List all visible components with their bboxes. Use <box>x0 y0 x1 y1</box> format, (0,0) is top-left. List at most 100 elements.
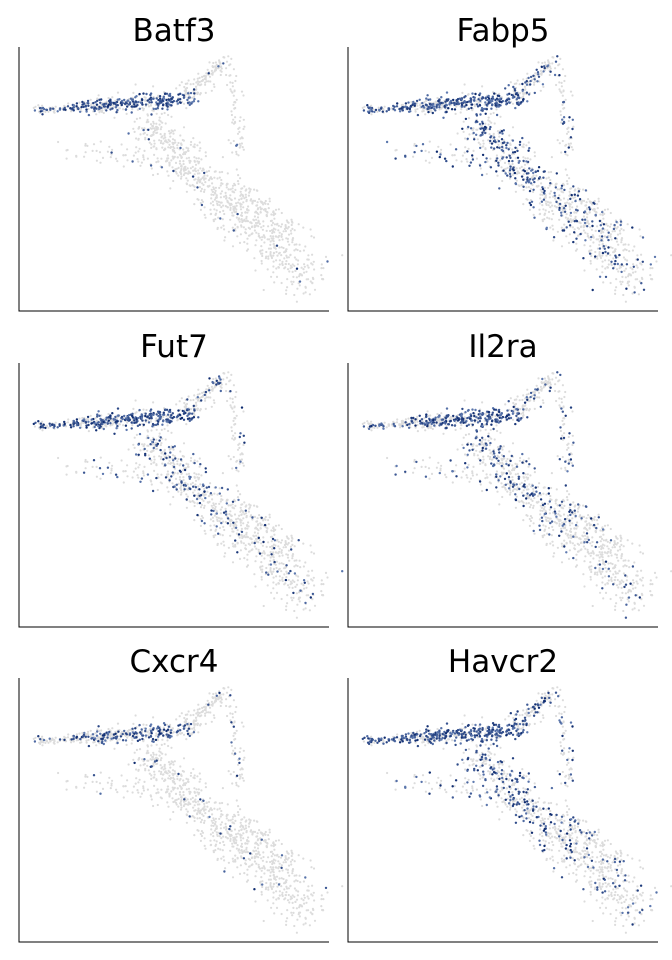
cell-point-expressed <box>302 579 306 582</box>
cell-point-expressed <box>239 460 242 463</box>
cell-point-expressed <box>48 422 51 425</box>
cell-point <box>413 142 416 146</box>
cell-point-expressed <box>196 513 199 517</box>
cell-point <box>264 210 267 213</box>
cell-point <box>261 252 264 255</box>
cell-point <box>182 478 185 482</box>
cell-point <box>481 85 484 88</box>
cell-point <box>592 241 595 244</box>
cell-point <box>272 235 275 238</box>
cell-point <box>135 462 138 465</box>
cell-point <box>574 217 577 220</box>
cell-point-expressed <box>424 103 428 106</box>
cell-point <box>311 253 314 256</box>
cell-point-expressed <box>136 103 139 107</box>
cell-point <box>560 226 563 229</box>
cell-point <box>231 401 234 404</box>
cell-point <box>185 107 188 110</box>
cell-point <box>150 480 153 483</box>
cell-point-expressed <box>421 101 424 105</box>
cell-point <box>124 154 127 157</box>
cell-point-expressed <box>253 541 256 545</box>
cell-point-expressed <box>80 105 83 109</box>
cell-point <box>120 459 123 462</box>
cell-point <box>152 122 155 125</box>
cell-point <box>595 211 598 214</box>
cell-point <box>308 609 311 612</box>
cell-point <box>237 490 240 493</box>
cell-point-expressed <box>168 479 171 482</box>
cell-point <box>185 177 188 180</box>
cell-point <box>236 496 240 499</box>
cell-point-expressed <box>155 413 158 416</box>
cell-point <box>566 127 569 130</box>
cell-point <box>238 241 242 244</box>
cell-point <box>290 280 293 283</box>
cell-point <box>263 235 266 238</box>
cell-point <box>98 151 102 154</box>
cell-point-expressed <box>273 547 276 550</box>
cell-point-expressed <box>478 92 482 95</box>
cell-point <box>222 209 225 212</box>
cell-point-expressed <box>407 110 411 113</box>
cell-point <box>221 156 224 159</box>
cell-point <box>122 165 125 168</box>
cell-point <box>235 98 238 101</box>
cell-point <box>471 156 474 159</box>
cell-point <box>253 224 256 227</box>
cell-point <box>168 132 171 135</box>
cell-point <box>585 201 588 204</box>
cell-point <box>176 146 179 150</box>
cell-point <box>150 450 153 453</box>
cell-point-expressed <box>506 141 509 145</box>
cell-point <box>569 142 572 145</box>
cell-point <box>572 197 575 200</box>
cell-point <box>278 251 281 254</box>
cell-point-expressed <box>439 153 442 156</box>
cell-point <box>291 557 294 560</box>
cell-point-expressed <box>237 533 241 536</box>
cell-point <box>324 571 328 574</box>
cell-point-expressed <box>174 457 177 460</box>
cell-point <box>197 176 200 179</box>
cell-point-expressed <box>538 176 542 179</box>
cell-point <box>142 154 145 157</box>
cell-point <box>231 190 234 193</box>
cell-point <box>161 462 164 465</box>
cell-point-expressed <box>561 118 564 121</box>
cell-point <box>210 177 213 180</box>
cell-point-expressed <box>144 419 147 422</box>
cell-point <box>566 201 569 204</box>
cell-point <box>164 122 167 125</box>
panel-title: Batf3 <box>132 13 215 49</box>
cell-point <box>213 85 216 88</box>
cell-point <box>261 236 264 239</box>
cell-point-expressed <box>602 245 605 248</box>
cell-point <box>244 211 247 214</box>
cell-point-expressed <box>549 70 552 73</box>
cell-point-expressed <box>258 552 262 555</box>
cell-point <box>495 154 498 157</box>
cell-point <box>464 146 467 149</box>
cell-point <box>554 376 558 379</box>
cell-point <box>635 264 638 267</box>
cell-point-expressed <box>203 490 206 493</box>
cell-point <box>231 407 234 410</box>
cell-point <box>197 492 200 495</box>
cell-point <box>280 549 283 552</box>
cell-point <box>567 198 570 201</box>
cell-point-expressed <box>104 418 108 421</box>
cell-point <box>257 220 260 223</box>
cell-point <box>180 81 183 84</box>
cell-point <box>255 231 258 234</box>
cell-point-expressed <box>161 107 164 110</box>
cell-point <box>214 186 217 189</box>
cell-point <box>561 205 564 208</box>
cell-point <box>228 197 231 200</box>
cell-point-expressed <box>270 553 273 556</box>
cell-point-expressed <box>82 418 86 421</box>
cell-point <box>609 281 612 285</box>
cell-point-expressed <box>141 103 144 106</box>
cell-point <box>240 452 243 455</box>
cell-point <box>541 399 544 402</box>
